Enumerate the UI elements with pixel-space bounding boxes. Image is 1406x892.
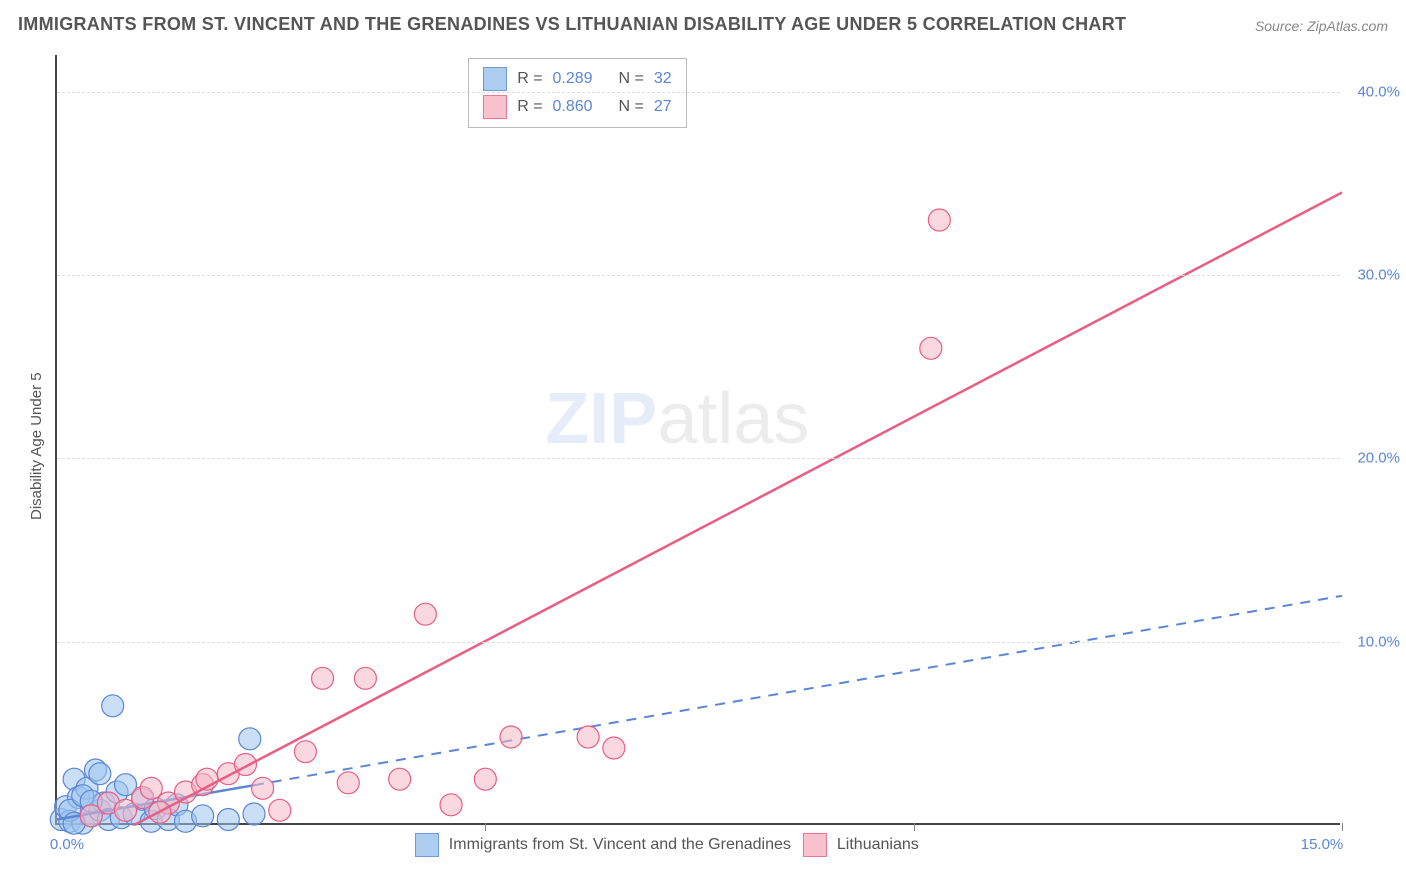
legend-r-value: 0.289 <box>553 70 609 88</box>
gridline <box>57 275 1340 276</box>
legend-n-value: 27 <box>654 98 672 116</box>
series-legend: Immigrants from St. Vincent and the Gren… <box>415 833 919 857</box>
legend-n-label: N = <box>619 70 644 88</box>
data-point <box>294 741 316 763</box>
legend-r-value: 0.860 <box>553 98 609 116</box>
data-point <box>140 777 162 799</box>
data-point <box>414 603 436 625</box>
legend-row: R = 0.860 N = 27 <box>483 93 671 121</box>
x-tick <box>1342 823 1343 831</box>
data-point <box>243 803 265 825</box>
legend-r-label: R = <box>517 70 542 88</box>
y-tick-label: 40.0% <box>1357 83 1400 100</box>
data-point <box>89 763 111 785</box>
legend-swatch <box>483 95 507 119</box>
x-tick-label-left: 0.0% <box>50 836 84 853</box>
plot-area: ZIPatlas R =0.289N =32R =0.860N =27 10.0… <box>55 55 1340 825</box>
legend-item: Immigrants from St. Vincent and the Gren… <box>415 833 791 857</box>
data-point <box>239 728 261 750</box>
legend-n-label: N = <box>619 98 644 116</box>
legend-n-value: 32 <box>654 70 672 88</box>
x-tick <box>485 823 486 831</box>
data-point <box>217 809 239 831</box>
y-axis-label: Disability Age Under 5 <box>28 372 45 520</box>
data-point <box>389 768 411 790</box>
legend-swatch <box>415 833 439 857</box>
scatter-plot-svg <box>57 55 1340 823</box>
legend-label: Lithuanians <box>837 836 919 854</box>
gridline <box>57 458 1340 459</box>
trendline-dashed <box>254 596 1342 785</box>
data-point <box>312 667 334 689</box>
y-tick-label: 30.0% <box>1357 267 1400 284</box>
x-tick-label-right: 15.0% <box>1301 836 1344 853</box>
data-point <box>234 754 256 776</box>
chart-title: IMMIGRANTS FROM ST. VINCENT AND THE GREN… <box>18 14 1126 35</box>
legend-r-label: R = <box>517 98 542 116</box>
legend-label: Immigrants from St. Vincent and the Gren… <box>449 836 791 854</box>
data-point <box>920 337 942 359</box>
y-tick-label: 20.0% <box>1357 450 1400 467</box>
data-point <box>603 737 625 759</box>
legend-row: R = 0.289 N = 32 <box>483 65 671 93</box>
data-point <box>440 794 462 816</box>
data-point <box>474 768 496 790</box>
data-point <box>928 209 950 231</box>
data-point <box>577 726 599 748</box>
data-point <box>337 772 359 794</box>
y-tick-label: 10.0% <box>1357 633 1400 650</box>
legend-swatch <box>483 67 507 91</box>
chart-container: { "title": "IMMIGRANTS FROM ST. VINCENT … <box>0 0 1406 892</box>
legend-item: Lithuanians <box>803 833 919 857</box>
data-point <box>354 667 376 689</box>
correlation-legend: R = 0.289 N = 32 R = 0.860 N = 27 <box>468 58 686 128</box>
data-point <box>102 695 124 717</box>
data-point <box>192 805 214 827</box>
source-attribution: Source: ZipAtlas.com <box>1255 18 1388 34</box>
gridline <box>57 92 1340 93</box>
x-tick <box>914 823 915 831</box>
data-point <box>269 799 291 821</box>
gridline <box>57 642 1340 643</box>
legend-swatch <box>803 833 827 857</box>
data-point <box>252 777 274 799</box>
data-point <box>500 726 522 748</box>
trendline <box>134 193 1342 826</box>
